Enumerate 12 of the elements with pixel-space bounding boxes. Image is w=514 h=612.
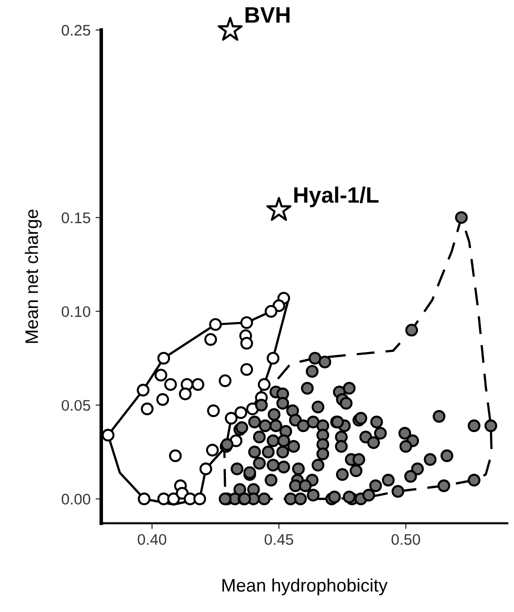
x-tick-label: 0.45 bbox=[264, 534, 294, 545]
y-tick-label: 0.10 bbox=[62, 306, 90, 318]
y-tick-label: 0.25 bbox=[62, 24, 90, 36]
x-axis-title: Mean hydrophobicity bbox=[222, 578, 388, 596]
x-tick-label: 0.40 bbox=[138, 534, 166, 545]
y-tick-label: 0.00 bbox=[62, 494, 90, 505]
y-tick-label: 0.05 bbox=[62, 400, 90, 411]
x-tick-label: 0.50 bbox=[392, 534, 420, 545]
series-label: Hyal-1/L bbox=[294, 186, 379, 208]
series-label: BVH bbox=[246, 7, 290, 23]
y-tick-label: 0.15 bbox=[62, 212, 90, 224]
y-axis-title: Mean net charge bbox=[24, 210, 42, 343]
